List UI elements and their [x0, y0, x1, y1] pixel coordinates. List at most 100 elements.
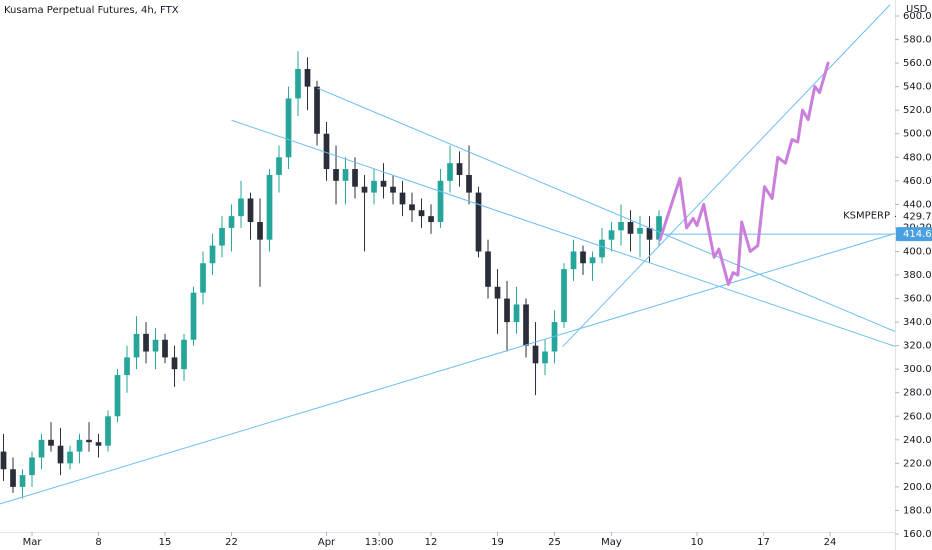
candle-body: [361, 186, 368, 193]
candle-body: [76, 439, 83, 452]
y-tick-label: 320.00: [903, 341, 932, 352]
x-tick-label: 10: [691, 537, 704, 548]
x-tick-label: 24: [824, 537, 837, 548]
chart-title: Kusama Perpetual Futures, 4h, FTX: [4, 5, 179, 16]
candle-body: [133, 333, 140, 358]
candle-body: [323, 133, 330, 170]
x-tick-label: 8: [95, 537, 101, 548]
x-tick-label: May: [601, 537, 622, 548]
candle-body: [200, 263, 206, 293]
y-tick-label: 600.00: [903, 11, 932, 22]
candle-body: [608, 230, 615, 240]
y-tick-label: 380.00: [903, 270, 932, 281]
candle-body: [171, 357, 178, 370]
x-tick-label: 25: [548, 537, 561, 548]
y-tick-label: 560.00: [903, 58, 932, 69]
candle-body: [475, 192, 482, 252]
trend-line: [231, 119, 895, 347]
candle-body: [494, 286, 501, 299]
candle-body: [266, 174, 273, 240]
plot-area: [0, 4, 895, 505]
y-tick-label: 460.00: [903, 176, 932, 187]
candle-body: [228, 216, 235, 228]
candle-body: [152, 339, 159, 352]
candle-body: [86, 439, 92, 443]
y-tick-label: 580.00: [903, 35, 932, 46]
trend-line: [562, 4, 891, 347]
candle-body: [67, 451, 73, 464]
candle-body: [380, 180, 387, 187]
candle-body: [257, 222, 263, 240]
candle-body: [637, 227, 643, 234]
candle-body: [190, 292, 197, 340]
y-tick-label: 400.00: [903, 246, 932, 257]
candle-body: [447, 163, 453, 181]
currency-label: USD: [906, 4, 928, 15]
candle-body: [627, 222, 634, 234]
candle-body: [38, 439, 45, 458]
y-tick-label: 440.00: [903, 199, 932, 210]
candle-body: [209, 245, 216, 264]
candle-body: [542, 351, 548, 364]
candle-body: [105, 416, 111, 446]
candle-body: [352, 169, 358, 187]
y-tick-label: 200.00: [903, 482, 932, 493]
x-tick-label: 12: [425, 537, 438, 548]
candle-body: [219, 227, 225, 246]
candle-body: [342, 169, 349, 181]
candle-body: [390, 186, 396, 193]
y-tick-label: 260.00: [903, 411, 932, 422]
candle-body: [333, 169, 339, 181]
candle-body: [314, 86, 320, 134]
candle-body: [0, 451, 7, 470]
candle-body: [589, 257, 596, 264]
candle-body: [162, 339, 168, 358]
last-price-label: 429.79: [903, 211, 932, 222]
price-line-label-bg: [896, 227, 932, 242]
candle-body: [304, 68, 311, 87]
candle-body: [532, 345, 539, 364]
candle-body: [618, 222, 624, 231]
y-tick-label: 340.00: [903, 317, 932, 328]
candle-body: [561, 269, 567, 323]
candle-body: [371, 180, 377, 193]
y-tick-label: 520.00: [903, 105, 932, 116]
y-tick-label: 220.00: [903, 458, 932, 469]
candle-body: [437, 180, 444, 223]
candle-body: [656, 216, 662, 240]
candle-body: [418, 210, 425, 217]
x-tick-label: 13:00: [365, 537, 394, 548]
y-tick-label: 300.00: [903, 364, 932, 375]
projection-path: [658, 61, 830, 286]
candle-body: [247, 198, 254, 223]
candle-body: [646, 227, 653, 240]
candle-body: [181, 339, 187, 370]
candle-body: [19, 475, 26, 487]
x-tick-label: 22: [225, 537, 238, 548]
symbol-label: KSMPERP: [843, 210, 890, 221]
x-tick-label: 15: [159, 537, 172, 548]
y-tick-label: 500.00: [903, 129, 932, 140]
candle-body: [95, 442, 102, 446]
y-tick-label: 280.00: [903, 388, 932, 399]
candle-body: [124, 357, 130, 376]
price-line-label: 414.68: [903, 229, 932, 240]
candle-body: [285, 98, 292, 158]
candle-body: [513, 304, 520, 323]
candle-body: [399, 192, 406, 205]
trend-line: [317, 87, 895, 332]
candle-body: [504, 298, 510, 323]
candle-body: [599, 239, 605, 258]
candle-body: [466, 174, 472, 193]
x-tick-label: Mar: [23, 537, 43, 548]
y-tick-label: 180.00: [903, 505, 932, 516]
candle-body: [48, 439, 54, 446]
candle-body: [29, 457, 35, 476]
candle-body: [57, 445, 64, 464]
x-tick-label: 19: [491, 537, 504, 548]
y-tick-label: 480.00: [903, 152, 932, 163]
candle-body: [114, 375, 121, 417]
candle-body: [409, 204, 415, 211]
candle-body: [295, 68, 301, 99]
